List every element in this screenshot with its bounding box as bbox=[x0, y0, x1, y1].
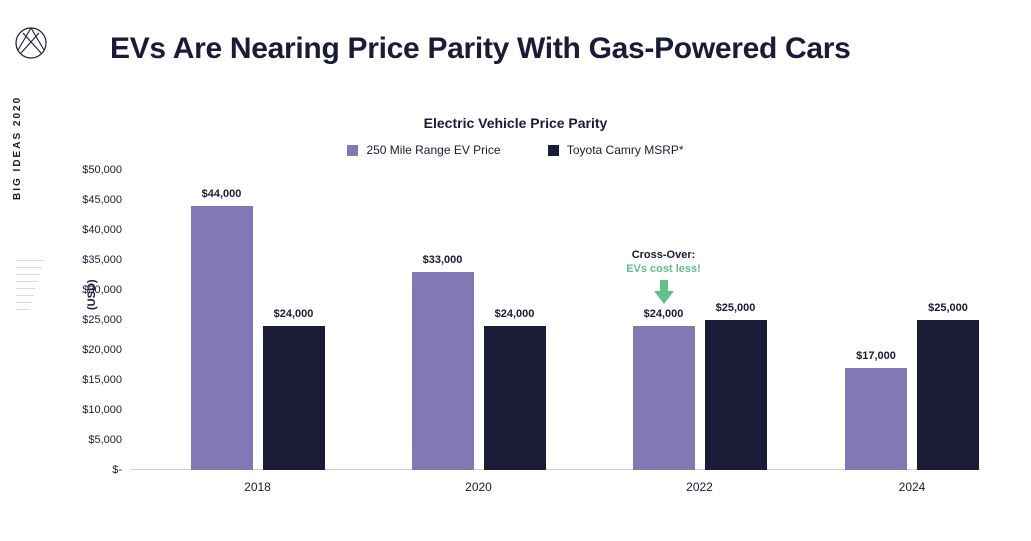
bar-ev: $33,000 bbox=[412, 272, 474, 470]
bar-label: $44,000 bbox=[202, 188, 242, 200]
chart-legend: 250 Mile Range EV Price Toyota Camry MSR… bbox=[0, 143, 1031, 159]
bar-label: $24,000 bbox=[644, 308, 684, 320]
y-tick-label: $20,000 bbox=[82, 344, 122, 356]
bar-label: $24,000 bbox=[495, 308, 535, 320]
y-tick-label: $- bbox=[112, 464, 122, 476]
bar-ev: $44,000 bbox=[191, 206, 253, 470]
bar-label: $24,000 bbox=[274, 308, 314, 320]
bar-camry: $24,000 bbox=[263, 326, 325, 470]
y-tick-label: $25,000 bbox=[82, 314, 122, 326]
bar-ev: $24,000 bbox=[633, 326, 695, 470]
x-tick-label: 2024 bbox=[899, 480, 926, 494]
bar-camry: $25,000 bbox=[705, 320, 767, 470]
y-tick-label: $30,000 bbox=[82, 284, 122, 296]
brand-logo-icon bbox=[14, 26, 48, 60]
bar-label: $17,000 bbox=[856, 350, 896, 362]
page-title: EVs Are Nearing Price Parity With Gas-Po… bbox=[110, 32, 851, 66]
bar-camry: $24,000 bbox=[484, 326, 546, 470]
x-tick-label: 2018 bbox=[244, 480, 271, 494]
arrow-down-icon bbox=[650, 278, 678, 306]
x-tick-label: 2022 bbox=[686, 480, 713, 494]
bar-ev: $17,000 bbox=[845, 368, 907, 470]
legend-swatch-camry bbox=[548, 145, 559, 156]
bar-label: $33,000 bbox=[423, 254, 463, 266]
legend-item-camry: Toyota Camry MSRP* bbox=[548, 143, 684, 157]
bar-camry: $25,000 bbox=[917, 320, 979, 470]
y-tick-label: $15,000 bbox=[82, 374, 122, 386]
y-tick-label: $10,000 bbox=[82, 404, 122, 416]
side-tick-decoration bbox=[16, 260, 44, 310]
legend-swatch-ev bbox=[347, 145, 358, 156]
legend-item-ev: 250 Mile Range EV Price bbox=[347, 143, 500, 157]
legend-label-ev: 250 Mile Range EV Price bbox=[366, 143, 500, 157]
y-tick-label: $45,000 bbox=[82, 194, 122, 206]
chart-title: Electric Vehicle Price Parity bbox=[0, 115, 1031, 131]
legend-label-camry: Toyota Camry MSRP* bbox=[567, 143, 684, 157]
chart-plot-area: $-$5,000$10,000$15,000$20,000$25,000$30,… bbox=[130, 170, 980, 470]
bar-label: $25,000 bbox=[716, 302, 756, 314]
x-tick-label: 2020 bbox=[465, 480, 492, 494]
y-tick-label: $50,000 bbox=[82, 164, 122, 176]
crossover-annotation: Cross-Over:EVs cost less! bbox=[614, 248, 714, 277]
bar-label: $25,000 bbox=[928, 302, 968, 314]
y-tick-label: $40,000 bbox=[82, 224, 122, 236]
y-tick-label: $35,000 bbox=[82, 254, 122, 266]
y-tick-label: $5,000 bbox=[88, 434, 122, 446]
